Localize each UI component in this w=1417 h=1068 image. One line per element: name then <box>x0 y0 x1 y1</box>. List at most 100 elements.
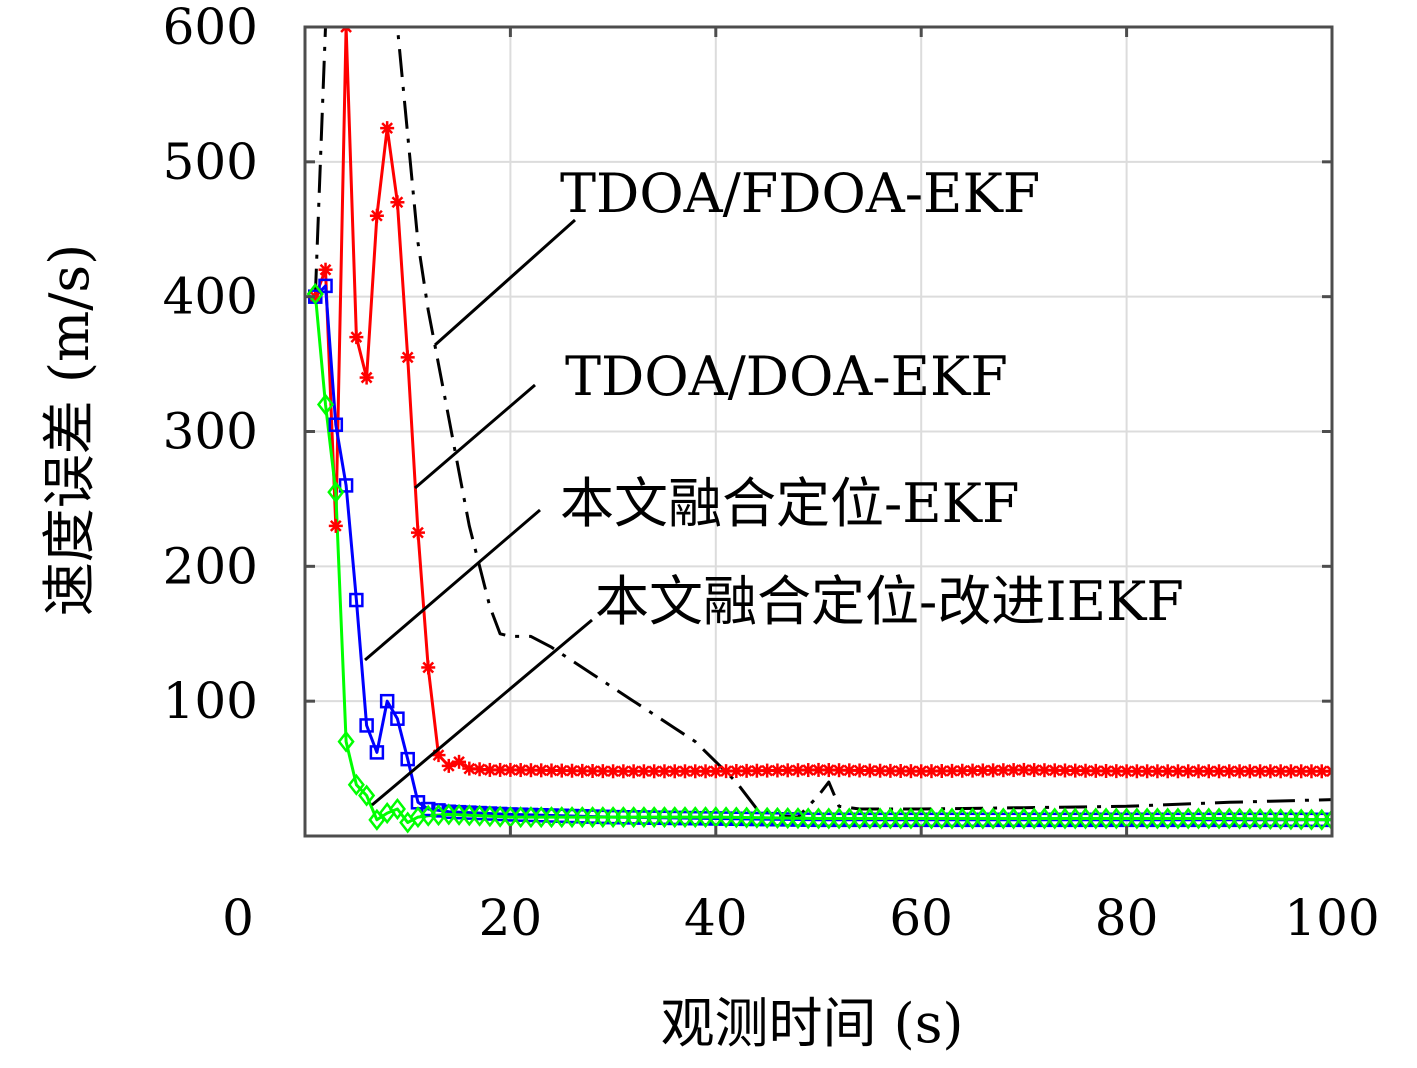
marker-stroke <box>833 764 845 777</box>
marker-stroke <box>884 764 897 777</box>
series-marker-1 <box>369 208 384 223</box>
marker-stroke <box>740 764 753 777</box>
marker-stroke <box>997 764 1010 777</box>
marker-stroke <box>1059 764 1071 777</box>
series-marker-1 <box>318 262 333 277</box>
series-marker-2 <box>390 711 405 726</box>
series-marker-1 <box>390 195 405 210</box>
series-line-0 <box>313 27 1332 819</box>
y-tick-label: 300 <box>163 403 258 461</box>
marker-stroke <box>1274 765 1287 778</box>
axis-tick-labels: 0 20 40 60 80 100 100 200 300 400 500 600 <box>163 0 1380 947</box>
series-marker-1 <box>606 764 621 779</box>
series-marker-2 <box>349 592 364 608</box>
annotation-leader-2 <box>364 508 541 662</box>
marker-stroke <box>1213 765 1225 778</box>
marker-stroke <box>401 351 414 364</box>
marker-stroke <box>658 765 671 778</box>
marker-stroke <box>1048 764 1061 777</box>
marker-stroke <box>1141 765 1154 778</box>
series-marker-2 <box>359 718 374 733</box>
marker-stroke <box>566 764 578 777</box>
series-marker-2 <box>379 693 395 709</box>
marker-stroke <box>874 764 887 777</box>
grid-lines <box>304 26 1333 836</box>
y-tick-label: 400 <box>163 268 258 326</box>
x-tick-label: 20 <box>479 889 543 947</box>
marker-stroke <box>344 27 352 33</box>
marker-stroke <box>617 765 630 778</box>
series-marker-3 <box>306 282 324 306</box>
marker-stroke <box>689 765 702 778</box>
series-marker-1 <box>1150 764 1165 779</box>
marker-stroke <box>371 209 383 222</box>
series-marker-1 <box>1119 764 1134 779</box>
marker-stroke <box>1028 764 1041 776</box>
series-marker-1 <box>698 764 713 779</box>
series-marker-1 <box>349 330 364 345</box>
marker-stroke <box>381 122 394 135</box>
marker-stroke <box>360 371 373 384</box>
series-marker-1 <box>1232 764 1247 779</box>
series-marker-1 <box>328 518 343 533</box>
marker-stroke <box>1326 765 1332 774</box>
series-marker-1 <box>410 525 425 540</box>
marker-stroke <box>905 765 917 778</box>
series-marker-1 <box>677 764 692 779</box>
marker-stroke <box>1182 765 1195 778</box>
series-marker-1 <box>1068 763 1083 778</box>
marker-stroke <box>555 764 568 777</box>
marker-stroke <box>391 196 404 209</box>
marker-stroke <box>576 764 589 777</box>
y-axis-label: 速度误差 (m/s) <box>38 244 101 616</box>
x-tick-label: 60 <box>889 889 953 947</box>
marker-stroke <box>771 764 784 777</box>
marker-stroke <box>1295 765 1308 778</box>
marker-stroke <box>1233 765 1246 778</box>
series-marker-1 <box>1304 764 1319 779</box>
marker-stroke <box>781 764 794 777</box>
marker-stroke <box>638 765 650 778</box>
marker-stroke <box>1018 764 1030 776</box>
series-marker-3 <box>327 481 345 504</box>
marker-stroke <box>792 764 804 777</box>
marker-stroke <box>319 263 332 276</box>
annotation-fusion-iekf: 本文融合定位-改进IEKF <box>595 570 1184 633</box>
marker-stroke <box>822 764 835 776</box>
x-tick-label: 0 <box>222 889 254 947</box>
marker-stroke <box>1192 765 1205 778</box>
marker-stroke <box>1305 765 1318 778</box>
marker-stroke <box>453 755 465 768</box>
series-marker-2 <box>328 417 344 433</box>
series-marker-1 <box>770 763 785 778</box>
marker-stroke <box>699 765 712 778</box>
marker-stroke <box>863 764 876 777</box>
marker-stroke <box>853 764 866 777</box>
marker-stroke <box>432 749 445 761</box>
marker-stroke <box>1172 765 1184 778</box>
series-marker-1 <box>339 27 354 34</box>
x-tick-label: 100 <box>1284 889 1379 947</box>
marker-stroke <box>1007 764 1020 776</box>
marker-stroke <box>1079 764 1092 777</box>
series-marker-2 <box>338 478 354 493</box>
series-marker-1 <box>965 763 980 778</box>
marker-stroke <box>514 764 527 776</box>
marker-stroke <box>1038 764 1051 777</box>
marker-stroke <box>350 331 363 344</box>
series-marker-1 <box>534 763 549 778</box>
y-tick-label: 100 <box>163 672 258 730</box>
marker-stroke <box>750 764 763 777</box>
series-marker-1 <box>1140 764 1155 779</box>
series-marker-3 <box>337 730 355 753</box>
marker-stroke <box>463 762 476 775</box>
y-tick-label: 500 <box>163 133 258 191</box>
series-marker-2 <box>420 801 436 817</box>
marker-stroke <box>679 765 691 778</box>
marker-stroke <box>843 764 856 777</box>
series-marker-2 <box>400 751 415 767</box>
marker-stroke <box>935 765 948 777</box>
series-annotations: TDOA/FDOA-EKF TDOA/DOA-EKF 本文融合定位-EKF 本文… <box>364 162 1184 807</box>
marker-stroke <box>1223 765 1236 778</box>
